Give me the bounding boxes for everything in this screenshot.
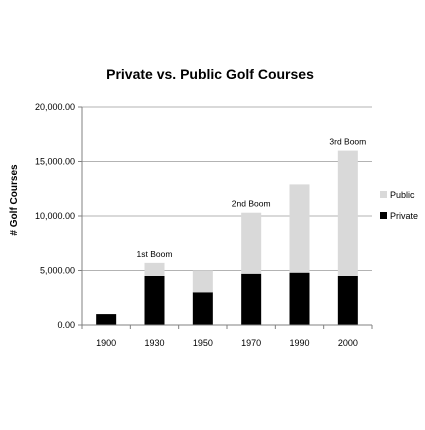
bar-public-2000 — [337, 150, 358, 276]
bar-private-1950 — [192, 292, 213, 325]
x-tick-label: 1970 — [241, 338, 261, 348]
axes: 0.00 5,000.00 10,000.00 15,000.00 20,000.00 1… — [35, 102, 373, 348]
x-tick-label: 1930 — [144, 338, 164, 348]
bar-public-1950 — [192, 270, 213, 293]
annotation-label: 2nd Boom — [232, 199, 271, 209]
x-tick-label: 1900 — [96, 338, 116, 348]
gridlines — [82, 106, 372, 271]
bar-private-1930 — [144, 275, 165, 325]
bar-private-1970 — [241, 273, 262, 325]
legend-label-public: Public — [390, 190, 415, 200]
annotation-label: 1st Boom — [137, 249, 173, 259]
bar-private-2000 — [337, 275, 358, 325]
y-tick-label: 20,000.00 — [35, 102, 75, 112]
legend-swatch-private — [380, 212, 387, 219]
bar-private-1990 — [289, 272, 310, 325]
y-tick-label: 15,000.00 — [35, 157, 75, 167]
chart-title: Private vs. Public Golf Courses — [106, 66, 314, 82]
x-tick-label: 2000 — [338, 338, 358, 348]
y-tick-label: 10,000.00 — [35, 211, 75, 221]
y-tick-label: 0.00 — [57, 320, 75, 330]
x-tick-label: 1950 — [193, 338, 213, 348]
annotation-label: 3rd Boom — [329, 137, 366, 147]
legend: Public Private — [380, 190, 418, 221]
bar-public-1970 — [241, 212, 262, 274]
legend-swatch-public — [380, 191, 387, 198]
bar-public-1990 — [289, 184, 310, 273]
bar-private-1900 — [96, 314, 117, 325]
annotations: 1st Boom 2nd Boom 3rd Boom — [137, 137, 367, 259]
y-axis-label: # Golf Courses — [9, 164, 20, 236]
y-tick-label: 5,000.00 — [40, 266, 75, 276]
bar-public-1930 — [144, 262, 165, 276]
x-tick-label: 1990 — [289, 338, 309, 348]
bars — [96, 150, 358, 325]
legend-label-private: Private — [390, 211, 418, 221]
